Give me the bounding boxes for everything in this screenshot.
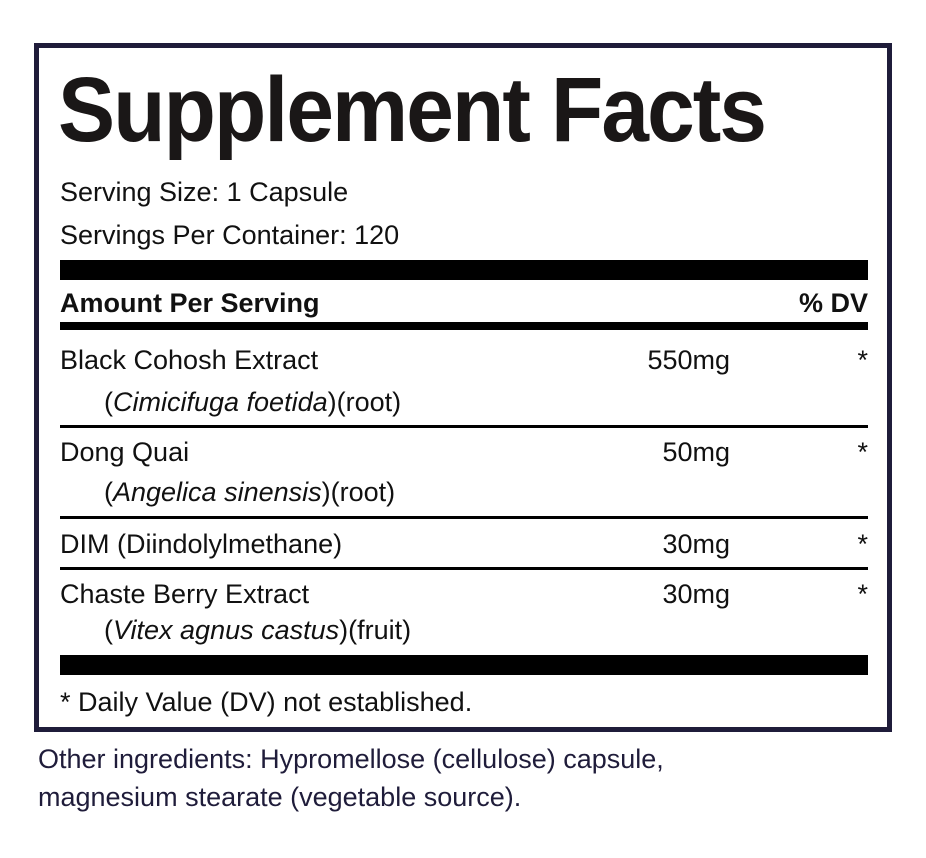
- medium-divider: [60, 322, 868, 330]
- ingredient-dv: *: [857, 437, 868, 467]
- ingredient-name: Black Cohosh Extract: [60, 345, 319, 375]
- dv-header: % DV: [798, 288, 868, 318]
- ingredient-source: (Cimicifuga foetida)(root): [104, 387, 402, 417]
- ingredient-dv: *: [857, 529, 868, 559]
- ingredient-dv: *: [857, 345, 868, 375]
- other-ingredients-line: magnesium stearate (vegetable source).: [38, 782, 522, 812]
- ingredient-amount: 30mg: [662, 529, 730, 559]
- ingredient-name: Chaste Berry Extract: [60, 579, 310, 609]
- supplement-facts-panel: [34, 43, 892, 732]
- amount-per-serving-header: Amount Per Serving: [60, 288, 320, 318]
- thick-divider: [60, 655, 868, 675]
- thin-divider: [60, 516, 868, 519]
- ingredient-dv: *: [857, 579, 868, 609]
- servings-per-container: Servings Per Container: 120: [60, 220, 400, 250]
- ingredient-name: Dong Quai: [60, 437, 190, 467]
- footnote: * Daily Value (DV) not established.: [60, 687, 473, 717]
- thin-divider: [60, 425, 868, 428]
- serving-size: Serving Size: 1 Capsule: [60, 177, 349, 207]
- ingredient-source: (Angelica sinensis)(root): [104, 477, 396, 507]
- ingredient-name: DIM (Diindolylmethane): [60, 529, 343, 559]
- ingredient-source: (Vitex agnus castus)(fruit): [104, 615, 412, 645]
- ingredient-amount: 550mg: [647, 345, 730, 375]
- other-ingredients-line: Other ingredients: Hypromellose (cellulo…: [38, 744, 664, 774]
- ingredient-amount: 30mg: [662, 579, 730, 609]
- other-ingredients: Other ingredients: Hypromellose (cellulo…: [38, 740, 898, 816]
- panel-title: Supplement Facts: [58, 59, 767, 161]
- thin-divider: [60, 567, 868, 570]
- ingredient-amount: 50mg: [662, 437, 730, 467]
- thick-divider: [60, 260, 868, 280]
